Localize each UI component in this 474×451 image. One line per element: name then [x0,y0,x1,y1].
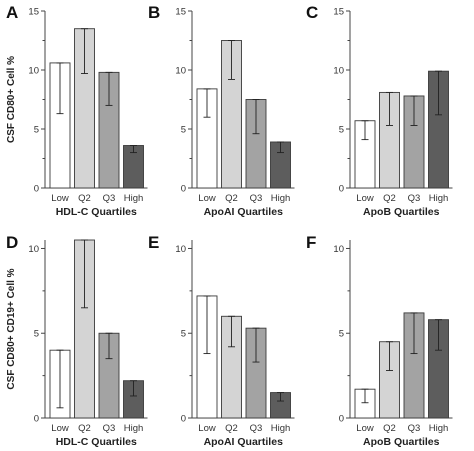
y-tick-label: 5 [339,124,344,135]
y-tick-label: 5 [181,124,186,135]
error-bar-low [203,295,211,355]
panel-letter: D [6,233,18,252]
y-tick-label: 10 [333,244,344,255]
panel-a: A 0 5 10 15 Low Q2 Q3 High HDL-C Quartiles CSF CD8… [6,3,148,218]
error-bar-high [277,392,284,402]
y-tick-label: 0 [181,413,186,424]
y-tick-label: 15 [28,6,39,17]
panel-letter: E [148,233,159,252]
y-tick-label: 0 [339,183,344,194]
x-tick-label: Low [51,423,69,434]
x-tick-label: Q2 [383,423,396,434]
y-tick-label: 5 [34,124,39,135]
x-tick-label: Low [198,193,216,204]
panel-c: C 0 5 10 15 Low Q2 Q3 High ApoB Quartiles [306,3,453,218]
error-bar-q3 [105,71,113,106]
x-tick-label: Q2 [383,193,396,204]
x-tick-label: Q2 [78,423,91,434]
x-tick-label: Q3 [250,193,263,204]
y-tick-label: 0 [34,413,39,424]
y-tick-label: 0 [34,183,39,194]
y-tick-label: 10 [175,65,186,76]
y-tick-label: 0 [339,413,344,424]
error-bar-low [56,62,64,115]
x-axis-label: ApoB Quartiles [363,436,440,448]
y-tick-label: 10 [28,65,39,76]
x-tick-label: High [271,423,291,434]
y-tick-label: 5 [34,329,39,340]
error-bar-low [203,88,211,118]
error-bar-q3 [410,95,418,126]
y-axis-label: CSF CD80+ CD19+ Cell % [6,268,17,389]
error-bar-q3 [410,312,418,355]
panel-letter: A [6,3,18,22]
y-axis-label: CSF CD80+ Cell % [6,56,17,143]
x-axis-label: HDL-C Quartiles [56,436,137,448]
x-axis-label: HDL-C Quartiles [56,206,137,218]
y-tick-label: 5 [181,329,186,340]
x-tick-label: Low [51,193,69,204]
x-tick-label: Q2 [225,193,238,204]
error-bar-q2 [386,91,393,126]
error-bar-high [130,380,137,397]
x-tick-label: Q2 [78,193,91,204]
x-tick-label: Low [356,193,374,204]
error-bar-high [435,70,442,116]
panel-e: E 0 5 10 Low Q2 Q3 High ApoAI Quartiles [148,233,295,448]
x-tick-label: Q3 [103,193,116,204]
error-bar-q2 [81,28,88,74]
error-bar-q2 [386,341,393,371]
y-tick-label: 5 [339,329,344,340]
x-axis-label: ApoAI Quartiles [204,436,284,448]
error-bar-q3 [105,332,113,360]
x-tick-label: Q3 [103,423,116,434]
y-tick-label: 0 [181,183,186,194]
panel-letter: F [306,233,316,252]
x-tick-label: Q3 [408,423,421,434]
error-bar-q3 [252,99,260,135]
error-bar-low [56,349,64,409]
x-tick-label: Low [198,423,216,434]
x-axis-label: ApoAI Quartiles [204,206,284,218]
panel-d: D 0 5 10 Low Q2 Q3 High HDL-C Quartiles CSF CD80+… [6,233,148,448]
y-tick-label: 10 [175,244,186,255]
x-tick-label: High [124,423,144,434]
x-axis-label: ApoB Quartiles [363,206,440,218]
error-bar-q3 [252,327,260,363]
panel-f: F 0 5 10 Low Q2 Q3 High ApoB Quartiles [306,233,453,448]
error-bar-low [361,388,369,404]
y-tick-label: 10 [333,65,344,76]
y-tick-label: 10 [28,244,39,255]
x-tick-label: High [124,193,144,204]
panel-letter: B [148,3,160,22]
y-tick-label: 15 [175,6,186,17]
error-bar-q2 [81,239,88,309]
x-tick-label: Q3 [408,193,421,204]
x-tick-label: High [271,193,291,204]
x-tick-label: High [429,193,449,204]
x-tick-label: Q3 [250,423,263,434]
x-tick-label: Q2 [225,423,238,434]
error-bar-q2 [228,40,235,80]
x-tick-label: High [429,423,449,434]
error-bar-high [130,145,137,154]
panel-b: B 0 5 10 15 Low Q2 Q3 High ApoAI Quartiles [148,3,295,218]
error-bar-low [361,120,369,141]
error-bar-high [435,319,442,351]
x-tick-label: Low [356,423,374,434]
error-bar-high [277,141,284,154]
y-tick-label: 15 [333,6,344,17]
error-bar-q2 [228,315,235,348]
panel-letter: C [306,3,318,22]
